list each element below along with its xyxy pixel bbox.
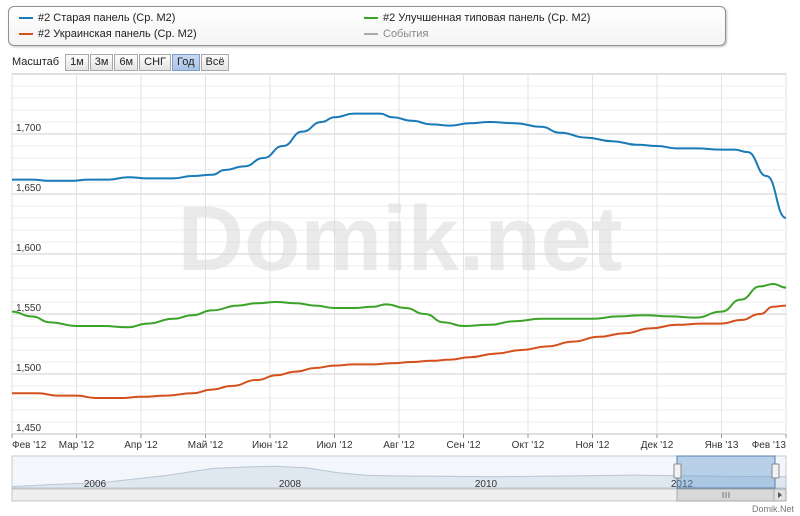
x-tick-label: Авг '12: [383, 440, 415, 451]
zoom-button-3m[interactable]: 3м: [89, 53, 114, 71]
legend-label: События: [383, 28, 429, 40]
series-line-2: [11, 282, 787, 329]
legend-item-events[interactable]: События: [364, 28, 428, 40]
zoom-button-year[interactable]: Год: [171, 53, 200, 71]
scrollbar-track: [11, 488, 787, 502]
x-tick-label: Фев '12: [12, 440, 47, 451]
x-tick-label: Мар '12: [59, 440, 95, 451]
watermark: Domik.net: [178, 188, 623, 290]
grid-lines: [11, 73, 787, 435]
zoom-button-ytd[interactable]: СНГ: [139, 53, 171, 71]
navigator-tick-label: 2008: [279, 479, 302, 490]
y-axis: 1,450 1,500 1,550 1,600 1,650 1,700: [16, 123, 41, 434]
x-tick-label: Фев '13: [752, 440, 787, 451]
y-tick-label: 1,500: [16, 363, 41, 374]
legend-item-ukrainian-panel[interactable]: #2 Украинская панель (Ср. М2): [19, 28, 197, 40]
navigator-tick-label: 2006: [84, 479, 107, 490]
y-tick-label: 1,550: [16, 303, 41, 314]
legend-swatch-gray: [364, 33, 378, 35]
chart-legend: #2 Старая панель (Ср. М2) #2 Украинская …: [8, 6, 726, 46]
legend-swatch-blue: [19, 17, 33, 19]
navigator-tick-label: 2012: [671, 479, 694, 490]
zoom-label: Масштаб: [12, 56, 60, 68]
x-tick-label: Дек '12: [641, 440, 674, 451]
legend-item-old-panel[interactable]: #2 Старая панель (Ср. М2): [19, 12, 175, 24]
legend-swatch-orange: [19, 33, 33, 35]
zoom-button-6m[interactable]: 6м: [114, 53, 139, 71]
navigator-tick-label: 2010: [475, 479, 498, 490]
credit-text: Domik.Net: [751, 504, 794, 514]
legend-label: #2 Украинская панель (Ср. М2): [38, 28, 197, 40]
y-tick-label: 1,650: [16, 183, 41, 194]
navigator-series-area: [11, 465, 787, 489]
chevron-right-icon: [778, 492, 782, 498]
y-tick-label: 1,600: [16, 243, 41, 254]
navigator-selection: [676, 455, 776, 489]
x-tick-label: Сен '12: [446, 440, 481, 451]
zoom-button-1m[interactable]: 1м: [65, 53, 89, 71]
x-tick-label: Июн '12: [252, 440, 288, 451]
x-tick-label: Окт '12: [512, 440, 545, 451]
navigator-handle[interactable]: [771, 463, 780, 479]
legend-swatch-green: [364, 17, 378, 19]
navigator[interactable]: 2006 2008 2010 2012: [11, 455, 787, 502]
y-tick-label: 1,700: [16, 123, 41, 134]
series-line-0: [12, 112, 787, 219]
legend-item-improved-panel[interactable]: #2 Улучшенная типовая панель (Ср. М2): [364, 12, 590, 24]
legend-label: #2 Улучшенная типовая панель (Ср. М2): [383, 12, 591, 24]
zoom-selector: Масштаб 1м 3м 6м СНГ Год Всё: [12, 53, 230, 71]
zoom-button-all[interactable]: Всё: [200, 53, 230, 71]
series-line-1: [12, 304, 787, 399]
x-tick-label: Ноя '12: [575, 440, 609, 451]
legend-label: #2 Старая панель (Ср. М2): [38, 12, 176, 24]
x-tick-label: Май '12: [188, 440, 224, 451]
x-tick-label: Июл '12: [316, 440, 353, 451]
x-tick-label: Янв '13: [705, 440, 739, 451]
navigator-handle[interactable]: [673, 463, 682, 479]
x-axis: Фев '12 Мар '12 Апр '12 Май '12 Июн '12 Июл '…: [11, 434, 787, 451]
x-tick-label: Апр '12: [124, 440, 158, 451]
series-lines: [11, 112, 787, 399]
y-tick-label: 1,450: [16, 423, 41, 434]
